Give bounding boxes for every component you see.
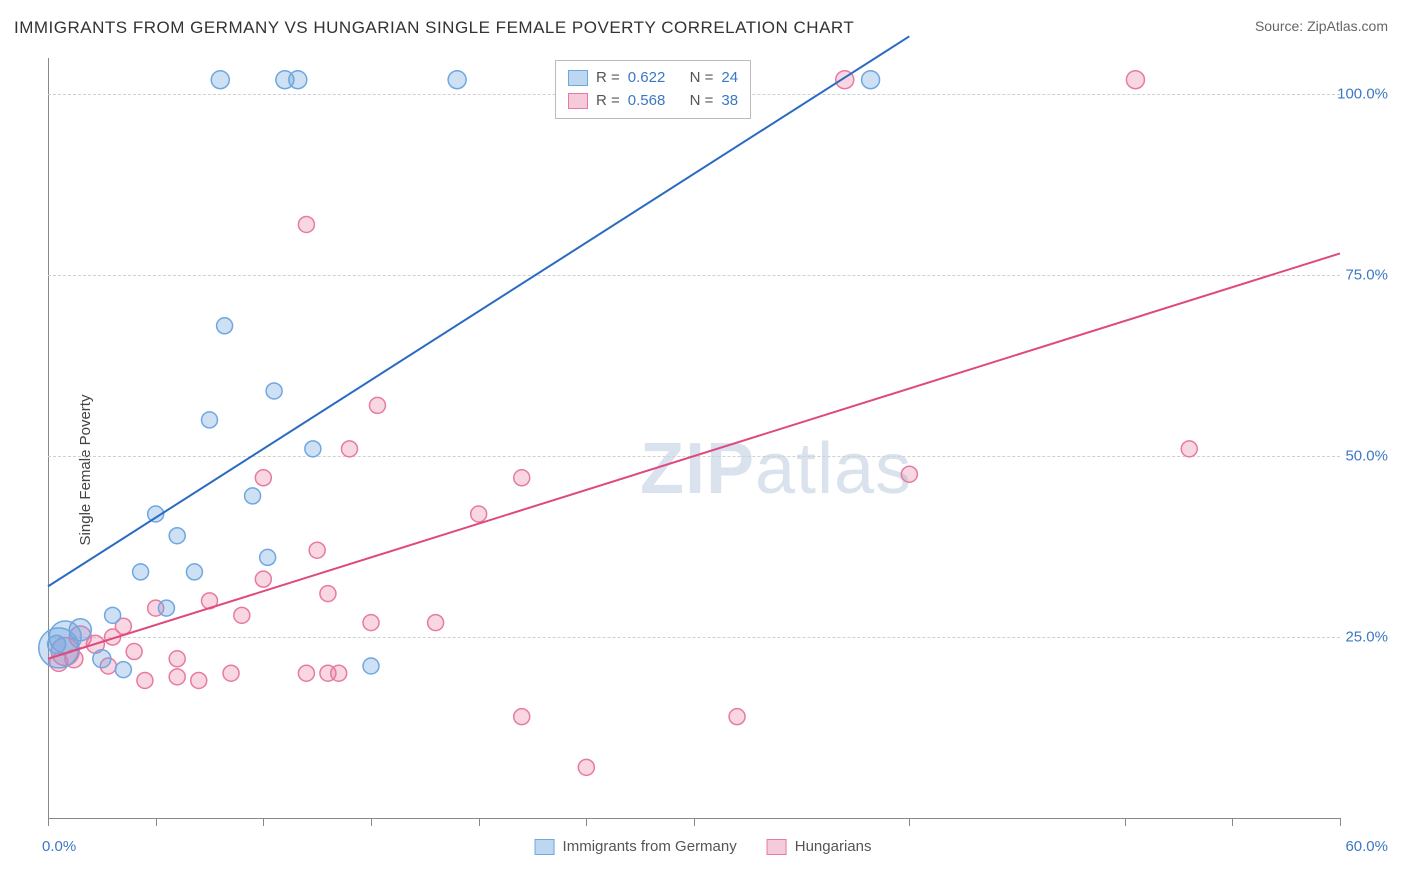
stats-swatch-germany bbox=[568, 70, 588, 86]
scatter-point bbox=[245, 488, 261, 504]
scatter-point bbox=[309, 542, 325, 558]
scatter-point bbox=[202, 412, 218, 428]
n-value-germany: 24 bbox=[721, 67, 738, 90]
scatter-point bbox=[363, 615, 379, 631]
scatter-point bbox=[260, 549, 276, 565]
scatter-point bbox=[514, 709, 530, 725]
scatter-point bbox=[289, 71, 307, 89]
legend-item-hungarians: Hungarians bbox=[767, 838, 872, 855]
scatter-point bbox=[901, 466, 917, 482]
scatter-point bbox=[186, 564, 202, 580]
source-attribution: Source: ZipAtlas.com bbox=[1255, 18, 1388, 34]
y-tick-label: 25.0% bbox=[1345, 629, 1388, 646]
y-tick-label: 100.0% bbox=[1337, 86, 1388, 103]
x-tick bbox=[156, 818, 157, 826]
r-label: R = bbox=[596, 90, 620, 113]
page-title: IMMIGRANTS FROM GERMANY VS HUNGARIAN SIN… bbox=[14, 18, 854, 38]
x-tick bbox=[909, 818, 910, 826]
stats-legend: R = 0.622 N = 24 R = 0.568 N = 38 bbox=[555, 60, 751, 119]
scatter-point bbox=[266, 383, 282, 399]
x-tick bbox=[1232, 818, 1233, 826]
scatter-point bbox=[514, 470, 530, 486]
r-value-germany: 0.622 bbox=[628, 67, 666, 90]
scatter-point bbox=[105, 607, 121, 623]
y-tick-label: 50.0% bbox=[1345, 448, 1388, 465]
scatter-point bbox=[169, 651, 185, 667]
scatter-point bbox=[1126, 71, 1144, 89]
x-tick bbox=[371, 818, 372, 826]
x-tick bbox=[479, 818, 480, 826]
scatter-point bbox=[369, 397, 385, 413]
trend-line bbox=[48, 36, 909, 586]
r-value-hungarians: 0.568 bbox=[628, 90, 666, 113]
scatter-point bbox=[115, 662, 131, 678]
x-tick bbox=[1340, 818, 1341, 826]
x-tick bbox=[48, 818, 49, 826]
stats-swatch-hungarians bbox=[568, 93, 588, 109]
scatter-point bbox=[234, 607, 250, 623]
scatter-point bbox=[305, 441, 321, 457]
stats-row-germany: R = 0.622 N = 24 bbox=[568, 67, 738, 90]
scatter-svg bbox=[48, 58, 1340, 818]
scatter-point bbox=[158, 600, 174, 616]
scatter-point bbox=[133, 564, 149, 580]
scatter-point bbox=[126, 644, 142, 660]
legend-item-germany: Immigrants from Germany bbox=[535, 838, 737, 855]
scatter-point bbox=[223, 665, 239, 681]
scatter-point bbox=[255, 571, 271, 587]
scatter-point bbox=[363, 658, 379, 674]
scatter-point bbox=[320, 586, 336, 602]
chart-container: Single Female Poverty ZIPatlas 25.0%50.0… bbox=[0, 48, 1406, 892]
y-tick-label: 75.0% bbox=[1345, 267, 1388, 284]
x-tick bbox=[1125, 818, 1126, 826]
bottom-legend: Immigrants from Germany Hungarians bbox=[535, 838, 872, 855]
scatter-point bbox=[191, 672, 207, 688]
r-label: R = bbox=[596, 67, 620, 90]
scatter-point bbox=[48, 635, 66, 653]
scatter-point bbox=[729, 709, 745, 725]
scatter-point bbox=[862, 71, 880, 89]
legend-swatch-germany bbox=[535, 839, 555, 855]
legend-label-hungarians: Hungarians bbox=[795, 838, 872, 855]
x-axis-max-label: 60.0% bbox=[1345, 838, 1388, 855]
scatter-point bbox=[578, 759, 594, 775]
scatter-point bbox=[341, 441, 357, 457]
scatter-point bbox=[255, 470, 271, 486]
scatter-point bbox=[217, 318, 233, 334]
scatter-point bbox=[211, 71, 229, 89]
scatter-point bbox=[331, 665, 347, 681]
legend-label-germany: Immigrants from Germany bbox=[563, 838, 737, 855]
n-value-hungarians: 38 bbox=[721, 90, 738, 113]
scatter-point bbox=[298, 216, 314, 232]
legend-swatch-hungarians bbox=[767, 839, 787, 855]
x-axis-min-label: 0.0% bbox=[42, 838, 76, 855]
stats-row-hungarians: R = 0.568 N = 38 bbox=[568, 90, 738, 113]
scatter-point bbox=[169, 528, 185, 544]
scatter-point bbox=[298, 665, 314, 681]
n-label: N = bbox=[690, 90, 714, 113]
scatter-point bbox=[471, 506, 487, 522]
scatter-point bbox=[137, 672, 153, 688]
scatter-point bbox=[448, 71, 466, 89]
scatter-point bbox=[169, 669, 185, 685]
scatter-point bbox=[428, 615, 444, 631]
x-tick bbox=[586, 818, 587, 826]
x-tick bbox=[263, 818, 264, 826]
x-tick bbox=[694, 818, 695, 826]
scatter-point bbox=[93, 650, 111, 668]
n-label: N = bbox=[690, 67, 714, 90]
trend-line bbox=[48, 253, 1340, 658]
scatter-point bbox=[1181, 441, 1197, 457]
